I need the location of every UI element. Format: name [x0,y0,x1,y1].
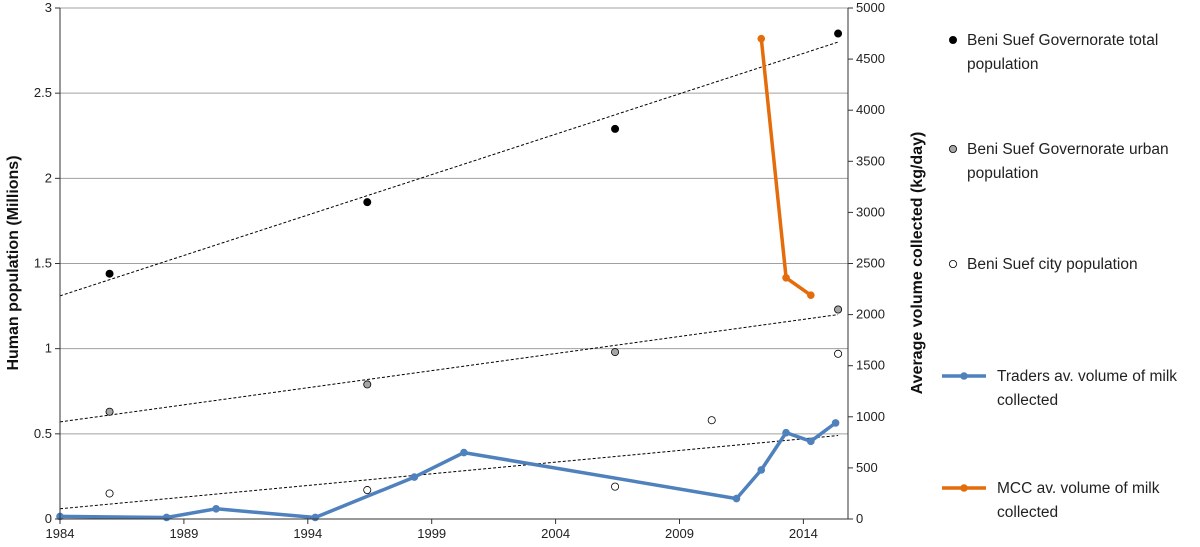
mcc-legend-label: collected [997,504,1058,521]
traders-point [807,437,815,446]
mcc-line [759,38,812,297]
city-legend-marker [949,259,958,268]
series-markers [56,29,843,522]
gridlines [60,7,848,435]
x-tick-label: 1989 [169,526,198,541]
y2-tick-label: 5000 [856,0,885,15]
total-point [834,29,843,38]
traders-legend-label: Traders av. volume of milk [997,368,1177,385]
city-point [834,349,843,358]
traders-point [162,513,171,522]
total-legend-label: population [967,56,1039,73]
trendlines [59,41,839,510]
traders-point [212,504,220,513]
x-tick-label: 2004 [541,526,570,541]
y-tick-label: 0.5 [34,426,52,441]
y-tick-label: 2.5 [34,85,52,100]
urban-legend-label: Beni Suef Governorate urban [967,141,1169,158]
y2-tick-label: 0 [856,511,863,526]
total-trendline [59,41,839,297]
x-tick-label: 2014 [789,526,818,541]
mcc-legend-marker [960,484,968,492]
traders-point [732,494,741,503]
urban-legend-label: population [967,165,1039,182]
y2-tick-label: 4500 [856,51,885,66]
y-tick-label: 1.5 [34,256,52,271]
y2-axis-title: Average volume collected (kg/day) [909,132,926,395]
x-tick-label: 2009 [665,526,694,541]
urban-point [363,380,372,389]
y2-tick-label: 2500 [856,256,885,271]
y2-tick-label: 2000 [856,307,885,322]
y-tick-label: 2 [45,170,52,185]
mcc-point [782,274,790,282]
x-tick-label: 1999 [417,526,446,541]
urban-point [611,348,620,357]
y-axis-title: Human population (Millions) [5,155,22,370]
x-tick-label: 1994 [293,526,322,541]
city-point [105,489,114,498]
traders-point [311,513,320,522]
urban-point [834,305,843,314]
series-lines [59,38,837,520]
total-point [611,124,620,133]
traders-point [410,473,419,481]
traders-legend-marker [960,372,968,380]
y2-tick-label: 3500 [856,153,885,168]
traders-legend-label: collected [997,392,1058,409]
total-point [105,269,114,278]
y-tick-label: 1 [45,341,52,356]
city-point [611,482,620,491]
traders-point [782,428,790,437]
mcc-legend-label: MCC av. volume of milk [997,480,1160,497]
city-point [363,486,372,495]
urban-point [105,407,114,416]
traders-line [59,421,837,520]
city-legend-label: Beni Suef city population [967,256,1138,273]
y2-tick-label: 500 [856,460,878,475]
x-tick-label: 1984 [46,526,75,541]
y2-tick-label: 3000 [856,204,885,219]
mcc-point [757,34,766,43]
traders-point [757,466,766,474]
urban-legend-marker [949,144,958,153]
total-legend-marker [949,36,958,45]
total-legend-label: Beni Suef Governorate total [967,32,1158,49]
total-point [363,198,372,207]
tick-labels: 0 0.5 1 1.5 2 2.5 3 0 500 1000 1500 2000 2500 3000 350… [34,0,885,541]
city-point [707,416,716,425]
y-tick-label: 3 [45,0,52,15]
y2-tick-label: 1000 [856,409,885,424]
y-tick-label: 0 [45,511,52,526]
axes [55,7,853,524]
mcc-point [807,291,815,299]
city-trendline [59,435,839,510]
y2-tick-label: 4000 [856,102,885,117]
y2-tick-label: 1500 [856,358,885,373]
traders-point [460,448,468,457]
traders-point [831,419,840,427]
legend: Beni Suef Governorate total population Ben… [942,32,1177,521]
urban-trendline [59,314,839,423]
